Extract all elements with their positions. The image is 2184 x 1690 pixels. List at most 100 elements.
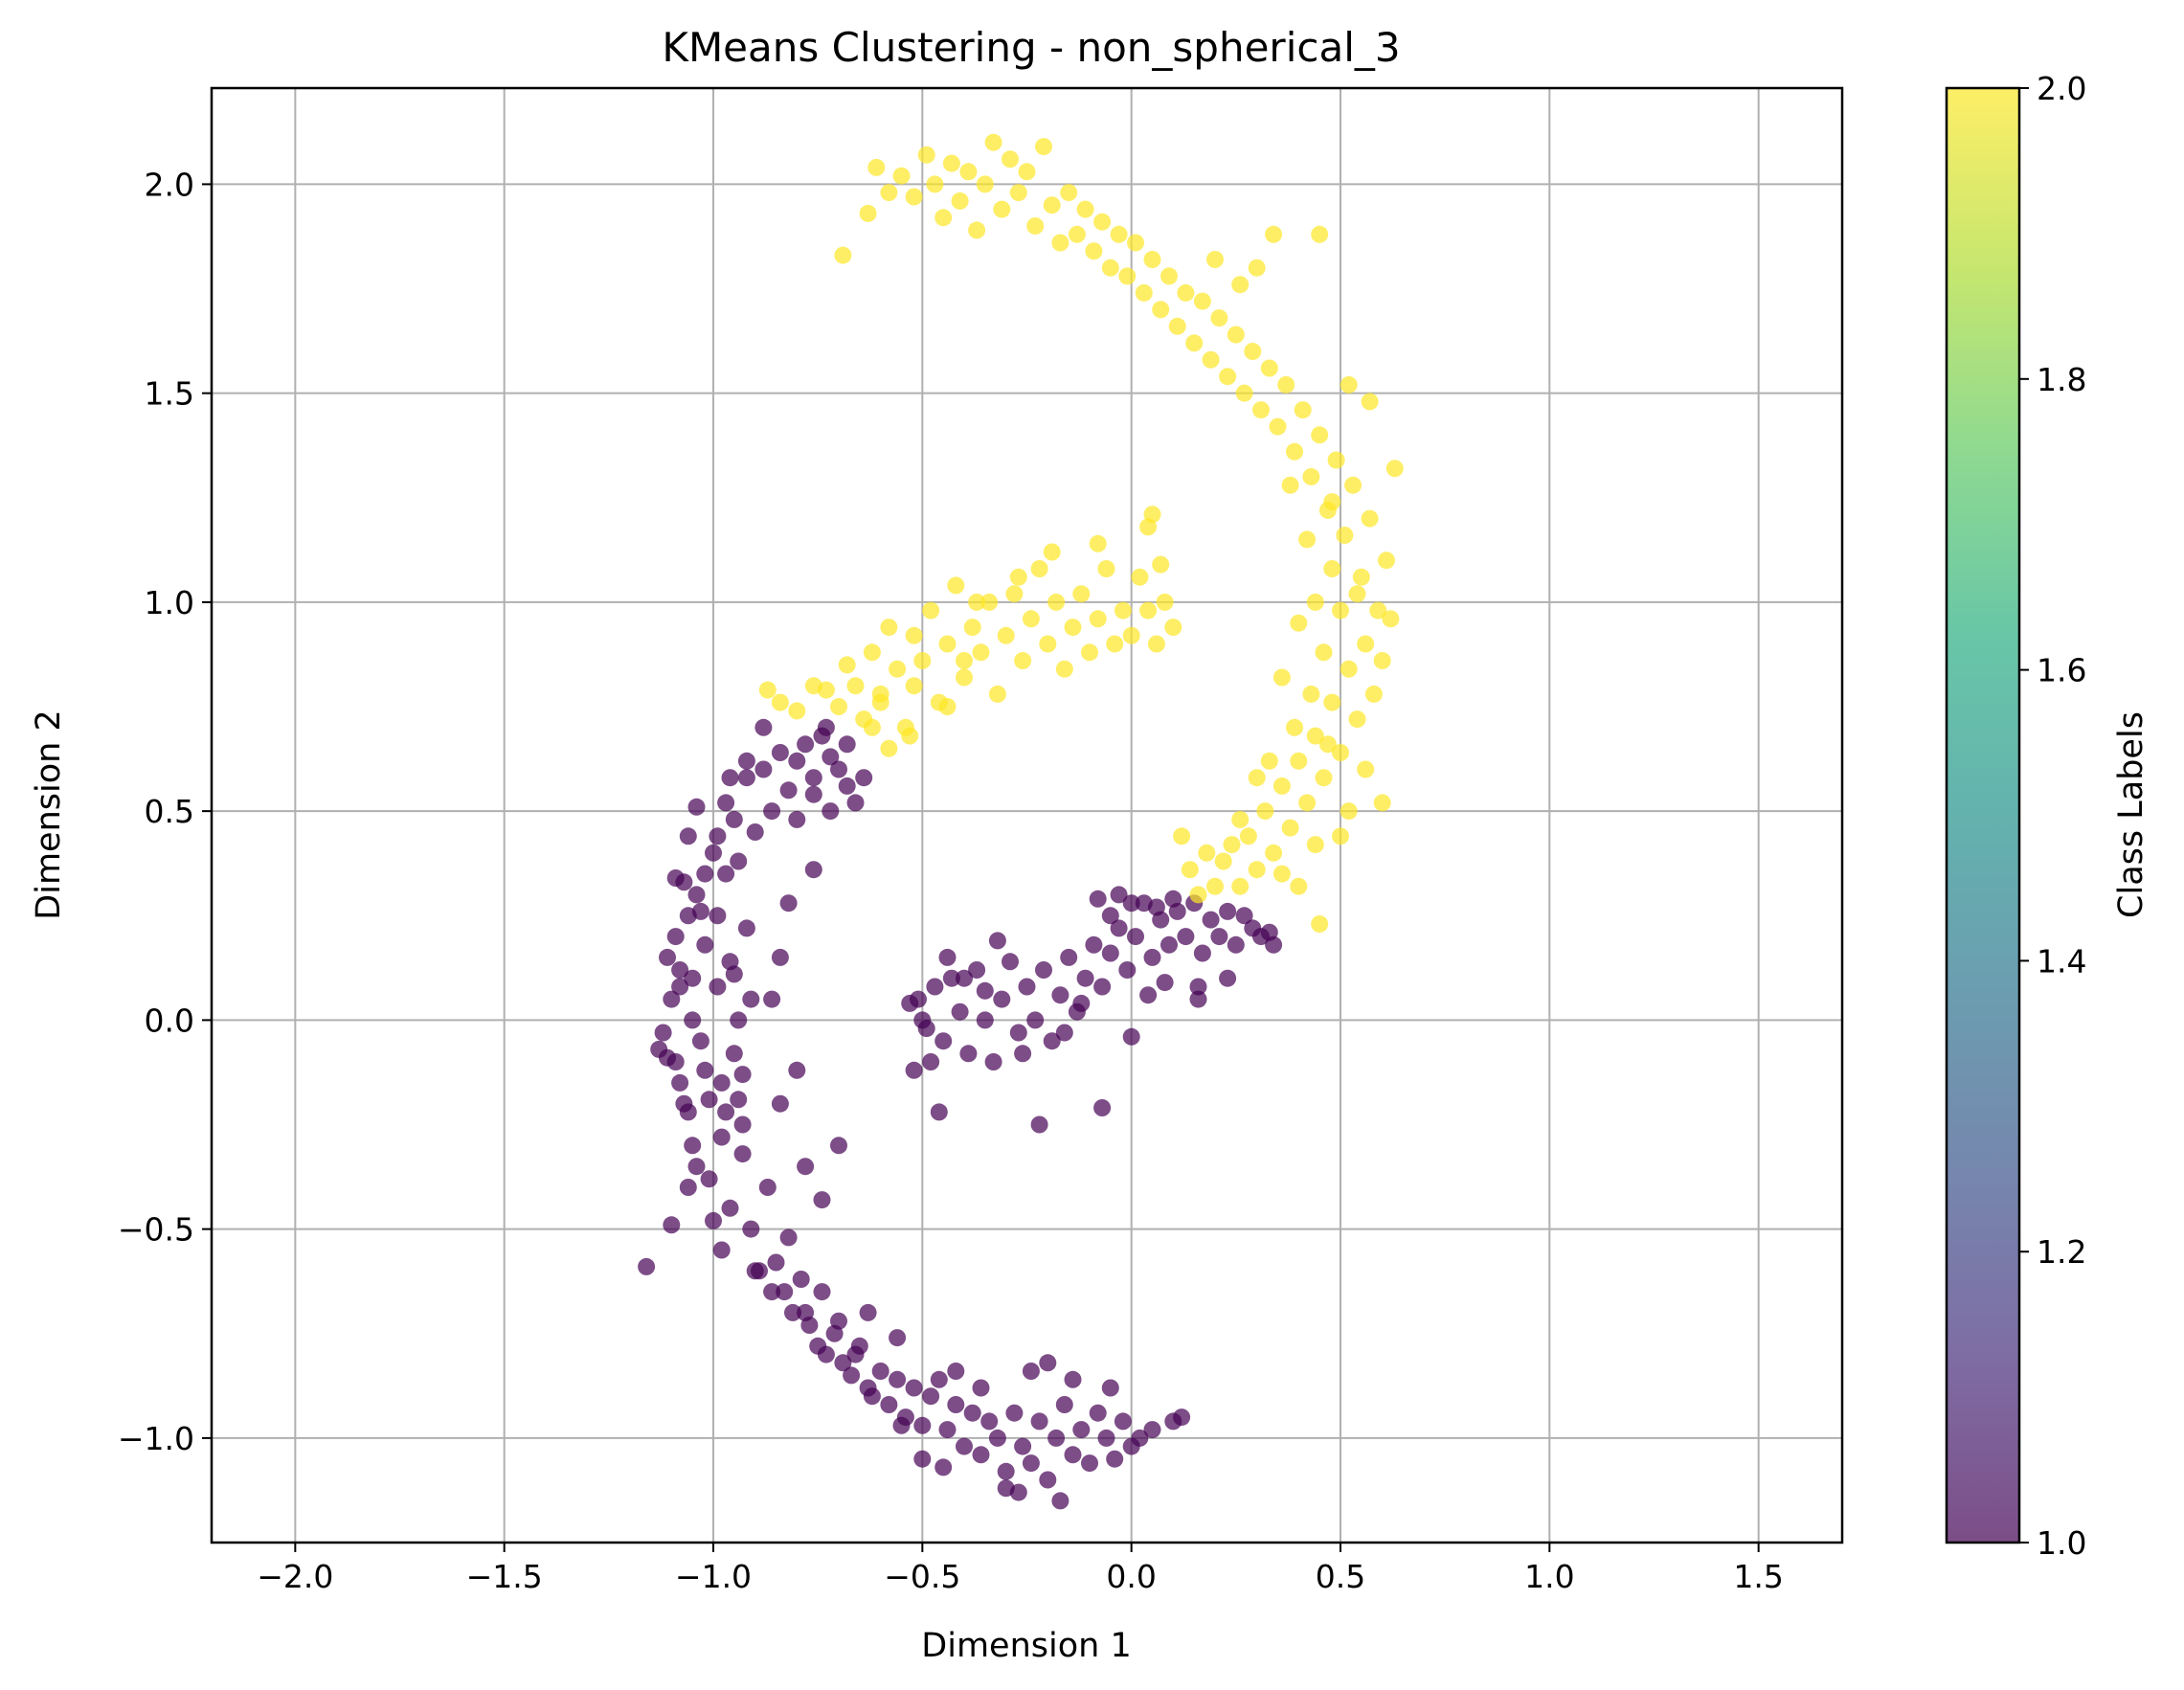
scatter-point-class-1 xyxy=(1055,1396,1073,1413)
scatter-point-class-2 xyxy=(880,739,898,757)
scatter-point-class-1 xyxy=(705,844,722,862)
scatter-point-class-1 xyxy=(947,1396,965,1413)
y-tick-label: 0.5 xyxy=(145,793,194,830)
scatter-point-class-2 xyxy=(1231,276,1250,294)
scatter-point-class-1 xyxy=(797,1303,815,1321)
scatter-point-class-1 xyxy=(956,1437,973,1455)
scatter-point-class-1 xyxy=(725,810,743,828)
scatter-point-class-2 xyxy=(1101,259,1119,277)
scatter-point-class-2 xyxy=(892,167,911,185)
scatter-point-class-1 xyxy=(822,802,840,821)
scatter-point-class-1 xyxy=(997,1479,1015,1498)
scatter-point-class-1 xyxy=(691,902,709,920)
colorbar-tick-label: 1.8 xyxy=(2037,361,2086,398)
scatter-point-class-2 xyxy=(1093,213,1112,231)
scatter-point-class-1 xyxy=(1219,902,1237,920)
scatter-point-class-2 xyxy=(859,204,877,222)
scatter-point-class-1 xyxy=(892,1416,911,1434)
scatter-point-class-1 xyxy=(913,1416,932,1434)
scatter-point-class-1 xyxy=(1014,1437,1032,1455)
scatter-point-class-2 xyxy=(1306,593,1324,611)
scatter-point-class-2 xyxy=(1206,251,1224,268)
colorbar xyxy=(1947,88,2019,1543)
scatter-point-class-2 xyxy=(1189,886,1207,904)
scatter-point-class-1 xyxy=(771,744,789,761)
scatter-point-class-1 xyxy=(838,777,856,795)
scatter-point-class-1 xyxy=(767,1253,785,1272)
scatter-point-class-1 xyxy=(687,886,706,904)
scatter-point-class-1 xyxy=(976,1011,994,1029)
scatter-point-class-1 xyxy=(930,1370,948,1388)
scatter-point-class-1 xyxy=(938,1421,957,1439)
scatter-point-class-2 xyxy=(1143,506,1161,524)
x-tick-label: −0.5 xyxy=(884,1558,960,1595)
scatter-point-class-2 xyxy=(1051,234,1069,252)
scatter-point-class-2 xyxy=(1068,225,1086,243)
scatter-point-class-1 xyxy=(1022,1363,1040,1380)
x-tick-label: 0.0 xyxy=(1106,1558,1156,1595)
scatter-point-class-1 xyxy=(721,769,739,787)
scatter-point-class-2 xyxy=(1315,769,1333,787)
scatter-point-class-1 xyxy=(1009,1024,1027,1042)
scatter-point-class-1 xyxy=(1173,1408,1191,1427)
scatter-point-class-2 xyxy=(1332,827,1349,845)
scatter-point-class-1 xyxy=(859,1303,877,1321)
scatter-point-class-1 xyxy=(737,752,755,770)
scatter-point-class-1 xyxy=(1072,1421,1091,1439)
scatter-point-class-1 xyxy=(905,1061,923,1079)
scatter-point-class-1 xyxy=(712,1073,731,1092)
scatter-point-class-1 xyxy=(804,785,822,803)
scatter-point-class-1 xyxy=(666,928,685,946)
scatter-point-class-2 xyxy=(1018,163,1036,181)
scatter-point-class-1 xyxy=(926,978,944,996)
scatter-point-class-1 xyxy=(705,1211,722,1229)
scatter-point-class-1 xyxy=(666,869,685,887)
scatter-point-class-2 xyxy=(1143,251,1161,268)
scatter-point-class-2 xyxy=(1306,727,1324,745)
scatter-point-class-2 xyxy=(1290,614,1308,632)
scatter-point-class-1 xyxy=(1143,1421,1161,1439)
scatter-point-class-1 xyxy=(700,1091,718,1109)
scatter-point-class-2 xyxy=(1085,242,1103,260)
scatter-point-class-1 xyxy=(830,1312,847,1330)
scatter-point-class-2 xyxy=(1235,384,1253,402)
scatter-point-class-2 xyxy=(1252,401,1270,419)
scatter-point-class-2 xyxy=(1323,493,1341,511)
chart-title: KMeans Clustering - non_spherical_3 xyxy=(662,24,1400,71)
scatter-point-class-1 xyxy=(1110,886,1128,904)
scatter-point-class-2 xyxy=(1298,794,1317,812)
scatter-point-class-1 xyxy=(922,1387,940,1406)
scatter-point-class-2 xyxy=(1265,844,1283,862)
scatter-point-class-2 xyxy=(1306,836,1324,854)
scatter-point-class-2 xyxy=(1014,652,1032,669)
scatter-point-class-1 xyxy=(733,1145,752,1163)
scatter-point-class-2 xyxy=(1064,619,1082,637)
scatter-point-class-1 xyxy=(889,1370,907,1388)
y-axis-label: Dimension 2 xyxy=(30,710,68,919)
scatter-point-class-1 xyxy=(922,1053,940,1070)
scatter-point-class-2 xyxy=(867,158,886,176)
scatter-point-class-1 xyxy=(993,990,1011,1008)
scatter-point-class-2 xyxy=(1231,877,1250,895)
x-tick-label: 1.0 xyxy=(1524,1558,1574,1595)
scatter-point-class-2 xyxy=(917,146,935,164)
scatter-point-class-1 xyxy=(1127,928,1144,946)
scatter-point-class-1 xyxy=(855,769,873,787)
scatter-point-class-2 xyxy=(1357,760,1375,778)
colorbar-tick-label: 1.2 xyxy=(2037,1233,2086,1271)
scatter-point-class-1 xyxy=(771,948,789,966)
scatter-point-class-1 xyxy=(934,1458,953,1476)
scatter-point-class-1 xyxy=(1193,944,1211,962)
scatter-point-class-1 xyxy=(788,1061,806,1079)
scatter-point-class-2 xyxy=(1357,635,1375,653)
scatter-point-class-2 xyxy=(905,188,923,206)
scatter-point-class-2 xyxy=(997,626,1015,644)
scatter-point-class-2 xyxy=(1290,877,1308,895)
scatter-point-class-1 xyxy=(771,1094,789,1113)
scatter-point-class-1 xyxy=(1085,935,1103,954)
scatter-point-class-1 xyxy=(788,810,806,828)
scatter-point-class-2 xyxy=(1152,301,1170,319)
scatter-point-class-1 xyxy=(712,1128,731,1146)
scatter-point-class-1 xyxy=(746,823,764,841)
scatter-point-class-1 xyxy=(1219,969,1237,987)
